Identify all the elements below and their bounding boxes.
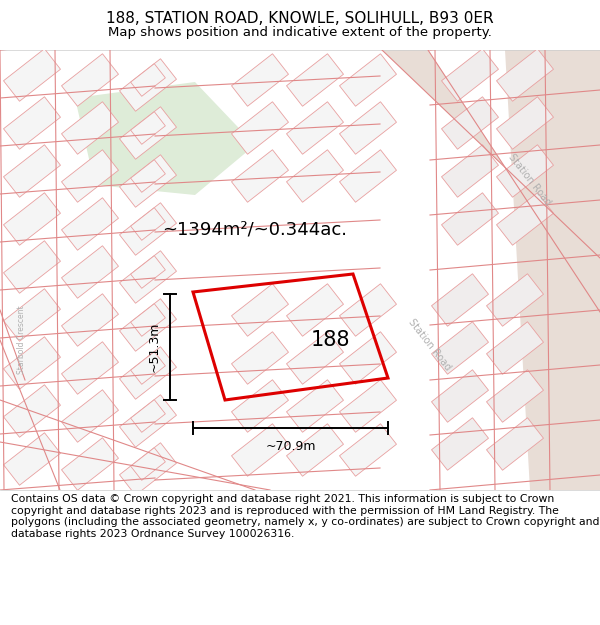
Polygon shape <box>4 145 61 198</box>
Polygon shape <box>340 424 397 476</box>
Polygon shape <box>62 198 118 250</box>
Polygon shape <box>232 332 289 384</box>
Polygon shape <box>119 347 176 399</box>
Polygon shape <box>497 192 553 245</box>
Polygon shape <box>487 418 544 470</box>
Polygon shape <box>4 241 61 293</box>
Polygon shape <box>340 284 397 336</box>
Polygon shape <box>287 54 343 106</box>
Polygon shape <box>431 322 488 374</box>
Polygon shape <box>505 50 600 490</box>
Polygon shape <box>119 202 176 255</box>
Polygon shape <box>75 82 255 195</box>
Text: Starbold Crescent: Starbold Crescent <box>17 306 26 374</box>
Polygon shape <box>442 97 499 149</box>
Polygon shape <box>62 54 118 106</box>
Polygon shape <box>4 385 61 438</box>
Polygon shape <box>232 424 289 476</box>
Polygon shape <box>131 399 166 432</box>
Polygon shape <box>62 438 118 490</box>
Text: ~70.9m: ~70.9m <box>265 439 316 452</box>
Text: Map shows position and indicative extent of the property.: Map shows position and indicative extent… <box>108 26 492 39</box>
Polygon shape <box>4 97 61 149</box>
Polygon shape <box>119 299 176 351</box>
Text: ~51.3m: ~51.3m <box>148 322 161 372</box>
Polygon shape <box>497 49 553 101</box>
Text: Station Road: Station Road <box>407 318 453 372</box>
Polygon shape <box>287 424 343 476</box>
Polygon shape <box>131 159 166 192</box>
Polygon shape <box>431 418 488 470</box>
Polygon shape <box>131 112 166 144</box>
Polygon shape <box>4 192 61 245</box>
Polygon shape <box>4 337 61 389</box>
Polygon shape <box>232 150 289 202</box>
Polygon shape <box>232 102 289 154</box>
Text: Station Road: Station Road <box>507 152 553 208</box>
Polygon shape <box>4 49 61 101</box>
Polygon shape <box>487 274 544 326</box>
Polygon shape <box>340 150 397 202</box>
Text: ~1394m²/~0.344ac.: ~1394m²/~0.344ac. <box>163 221 347 239</box>
Polygon shape <box>340 332 397 384</box>
Polygon shape <box>131 208 166 241</box>
Polygon shape <box>131 352 166 384</box>
Polygon shape <box>340 102 397 154</box>
Polygon shape <box>119 155 176 208</box>
Polygon shape <box>119 395 176 448</box>
Polygon shape <box>62 246 118 298</box>
Polygon shape <box>119 442 176 495</box>
Polygon shape <box>232 380 289 432</box>
Polygon shape <box>131 64 166 96</box>
Polygon shape <box>119 59 176 111</box>
Polygon shape <box>4 432 61 485</box>
Polygon shape <box>382 50 600 312</box>
Polygon shape <box>287 150 343 202</box>
Polygon shape <box>431 370 488 423</box>
Polygon shape <box>442 49 499 101</box>
Polygon shape <box>497 145 553 198</box>
Polygon shape <box>131 256 166 288</box>
Polygon shape <box>497 97 553 149</box>
Polygon shape <box>340 380 397 432</box>
Polygon shape <box>62 342 118 394</box>
Polygon shape <box>131 304 166 336</box>
Polygon shape <box>487 322 544 374</box>
Polygon shape <box>62 294 118 346</box>
Polygon shape <box>287 102 343 154</box>
Polygon shape <box>340 54 397 106</box>
Polygon shape <box>431 274 488 326</box>
Polygon shape <box>232 284 289 336</box>
Text: 188: 188 <box>310 330 350 350</box>
Polygon shape <box>442 145 499 198</box>
Polygon shape <box>62 390 118 442</box>
Text: Contains OS data © Crown copyright and database right 2021. This information is : Contains OS data © Crown copyright and d… <box>11 494 599 539</box>
Polygon shape <box>232 54 289 106</box>
Polygon shape <box>442 192 499 245</box>
Polygon shape <box>131 448 166 481</box>
Polygon shape <box>62 102 118 154</box>
Text: 188, STATION ROAD, KNOWLE, SOLIHULL, B93 0ER: 188, STATION ROAD, KNOWLE, SOLIHULL, B93… <box>106 11 494 26</box>
Polygon shape <box>287 284 343 336</box>
Polygon shape <box>487 370 544 423</box>
Polygon shape <box>119 251 176 303</box>
Polygon shape <box>4 289 61 341</box>
Polygon shape <box>287 380 343 432</box>
Polygon shape <box>287 332 343 384</box>
Polygon shape <box>62 150 118 202</box>
Polygon shape <box>119 107 176 159</box>
